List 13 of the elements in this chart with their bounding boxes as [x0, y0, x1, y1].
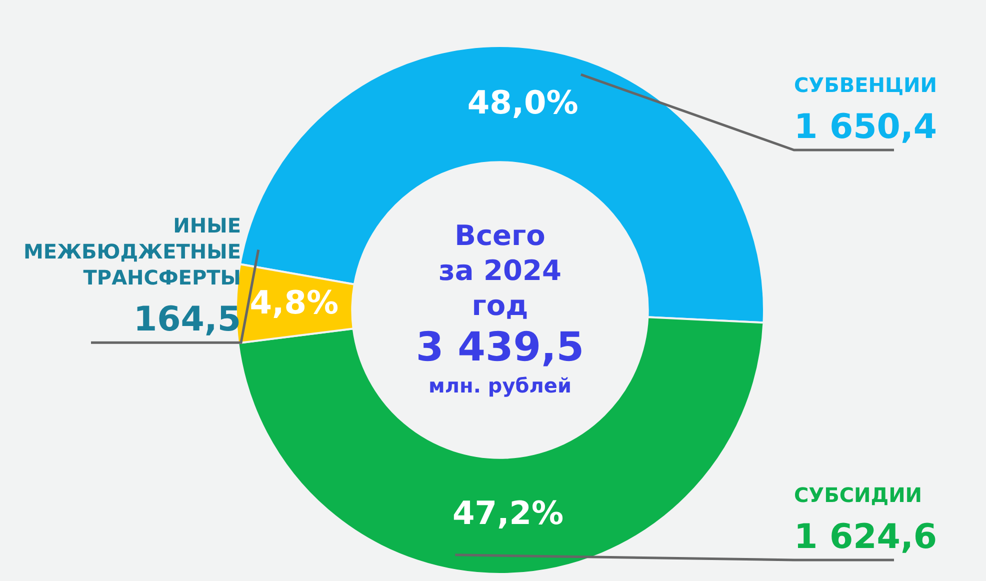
slice-label: СУБВЕНЦИИ [794, 73, 938, 97]
data-label: 1 624,6 [794, 517, 938, 557]
text: 4,8% [250, 283, 339, 322]
text: 47,2% [452, 494, 564, 532]
text: год [472, 288, 528, 322]
text: Всего [454, 218, 546, 252]
text: 48,0% [467, 84, 578, 122]
text: млн. рублей [428, 374, 572, 398]
slice-label: СУБСИДИИ [794, 483, 922, 507]
text: за 2024 [438, 254, 562, 287]
slice-label: ИНЫЕ МЕЖБЮДЖЕТНЫЕ ТРАНСФЕРТЫ [24, 214, 241, 290]
text: 3 439,5 [416, 324, 584, 370]
data-label: 1 650,4 [794, 107, 938, 147]
